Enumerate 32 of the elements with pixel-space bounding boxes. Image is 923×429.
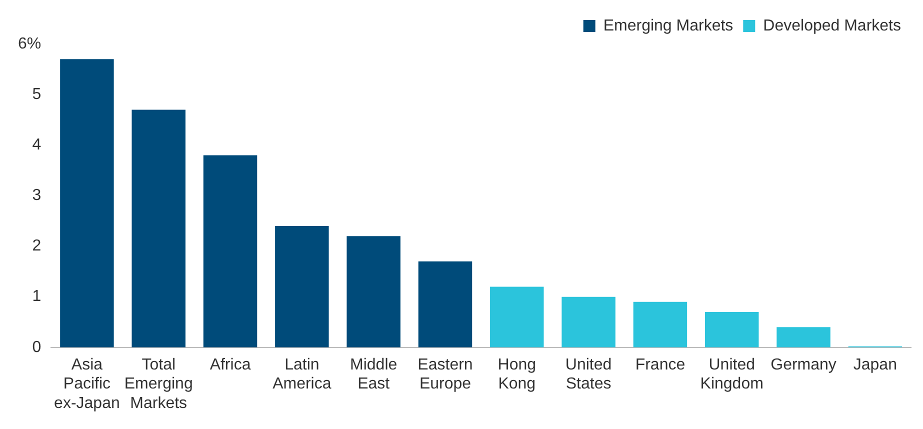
bar xyxy=(562,296,616,348)
bar xyxy=(60,59,114,348)
bar xyxy=(346,236,400,348)
x-tick-label: Latin America xyxy=(272,356,332,393)
x-tick-label: Middle East xyxy=(350,356,398,393)
x-tick-label: Japan xyxy=(853,356,897,374)
y-tick-label: 5 xyxy=(32,86,42,103)
x-tick-label: Asia Pacific ex-Japan xyxy=(54,356,120,412)
legend-label: Emerging Markets xyxy=(603,17,734,34)
x-tick-label: United Kingdom xyxy=(700,356,764,393)
y-tick-label: 3 xyxy=(32,187,42,204)
y-tick-label: 4 xyxy=(32,136,42,154)
x-tick-label: United States xyxy=(565,356,612,393)
y-tick-label: 0 xyxy=(32,338,42,356)
bar xyxy=(704,312,759,348)
bar xyxy=(132,110,186,348)
x-tick-label: Africa xyxy=(210,356,251,374)
y-tick-label: 2 xyxy=(32,238,42,255)
bar xyxy=(776,327,830,348)
x-tick-label: Hong Kong xyxy=(498,356,536,393)
y-tick-label: 1 xyxy=(32,288,42,306)
bar xyxy=(490,286,544,348)
x-tick-label: France xyxy=(635,356,686,374)
bar xyxy=(633,302,688,348)
bar xyxy=(418,261,472,348)
x-tick-label: Total Emerging Markets xyxy=(124,356,193,412)
x-tick-label: Eastern Europe xyxy=(418,356,473,393)
bar xyxy=(275,226,329,348)
bar xyxy=(203,155,258,348)
y-tick-label: 6% xyxy=(18,35,42,52)
legend-label: Developed Markets xyxy=(763,17,901,34)
x-tick-label: Germany xyxy=(770,356,836,374)
